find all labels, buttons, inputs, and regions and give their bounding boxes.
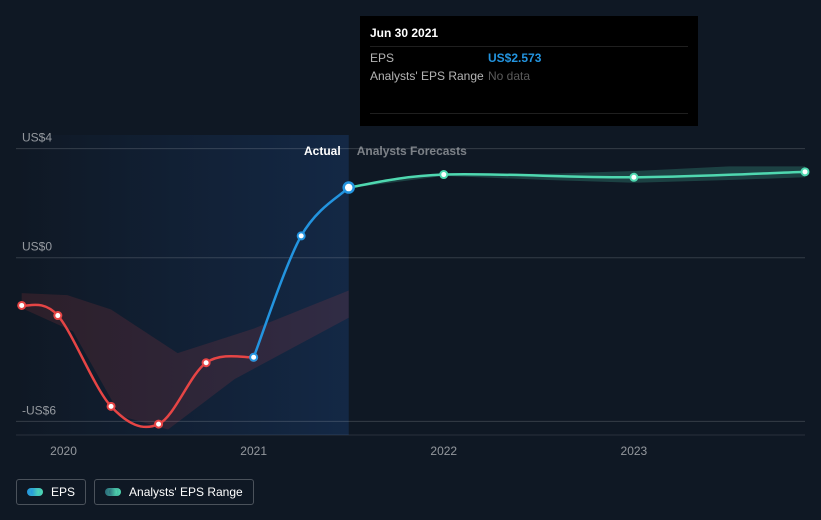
svg-text:US$0: US$0 [22,240,52,254]
svg-text:US$4: US$4 [22,131,52,145]
tooltip-date: Jun 30 2021 [370,26,688,47]
svg-text:Actual: Actual [304,144,341,158]
tooltip-label-eps: EPS [370,51,488,65]
tooltip-value-range: No data [488,69,530,83]
legend-item-range[interactable]: Analysts' EPS Range [94,479,254,505]
legend-swatch-range [105,488,121,496]
chart-legend: EPS Analysts' EPS Range [16,479,254,505]
tooltip-row-eps: EPS US$2.573 [370,47,688,65]
legend-swatch-eps [27,488,43,496]
tooltip-value-eps: US$2.573 [488,51,541,65]
svg-text:-US$6: -US$6 [22,403,56,417]
svg-text:2020: 2020 [50,444,77,458]
legend-label-eps: EPS [51,485,75,499]
tooltip-label-range: Analysts' EPS Range [370,69,488,83]
svg-text:2021: 2021 [240,444,267,458]
chart-tooltip: Jun 30 2021 EPS US$2.573 Analysts' EPS R… [360,16,698,126]
svg-text:2023: 2023 [621,444,648,458]
legend-item-eps[interactable]: EPS [16,479,86,505]
tooltip-row-range: Analysts' EPS Range No data [370,65,688,83]
legend-label-range: Analysts' EPS Range [129,485,243,499]
svg-text:2022: 2022 [430,444,457,458]
eps-chart: US$4 US$0 -US$6 2020 2021 2022 2023 Actual Analy… [0,0,821,520]
svg-text:Analysts Forecasts: Analysts Forecasts [357,144,467,158]
